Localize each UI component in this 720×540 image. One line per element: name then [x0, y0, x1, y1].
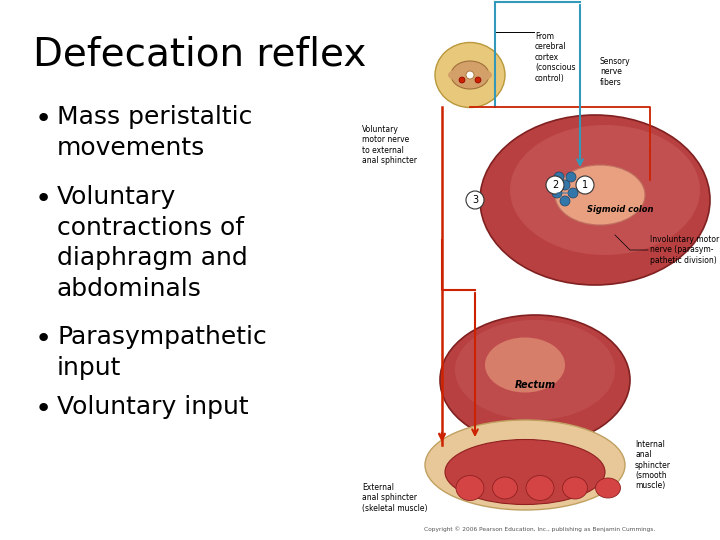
Text: External
anal sphincter
(skeletal muscle): External anal sphincter (skeletal muscle… [362, 483, 428, 513]
Ellipse shape [448, 70, 464, 80]
Ellipse shape [425, 420, 625, 510]
Circle shape [459, 77, 465, 83]
Text: •: • [35, 185, 53, 213]
Text: Sensory
nerve
fibers: Sensory nerve fibers [600, 57, 631, 87]
Ellipse shape [595, 478, 621, 498]
Ellipse shape [456, 476, 484, 501]
Ellipse shape [440, 315, 630, 445]
Text: Involuntary motor
nerve (parasym-
pathetic division): Involuntary motor nerve (parasym- pathet… [650, 235, 719, 265]
Text: •: • [35, 395, 53, 423]
Text: From
cerebral
cortex
(conscious
control): From cerebral cortex (conscious control) [535, 32, 575, 83]
Text: Copyright © 2006 Pearson Education, Inc., publishing as Benjamin Cummings.: Copyright © 2006 Pearson Education, Inc.… [424, 526, 656, 532]
Circle shape [552, 188, 562, 198]
Ellipse shape [526, 476, 554, 501]
Circle shape [560, 196, 570, 206]
Circle shape [576, 176, 594, 194]
Circle shape [568, 188, 578, 198]
Ellipse shape [485, 338, 565, 393]
Ellipse shape [451, 61, 489, 89]
Text: Voluntary
contractions of
diaphragm and
abdominals: Voluntary contractions of diaphragm and … [57, 185, 248, 301]
Circle shape [546, 176, 564, 194]
Circle shape [475, 77, 481, 83]
Text: Rectum: Rectum [514, 380, 556, 390]
Ellipse shape [445, 440, 605, 504]
Ellipse shape [562, 477, 588, 499]
Circle shape [560, 180, 570, 190]
Ellipse shape [555, 165, 645, 225]
Text: 3: 3 [472, 195, 478, 205]
Text: Mass peristaltic
movements: Mass peristaltic movements [57, 105, 253, 160]
Ellipse shape [435, 43, 505, 107]
Ellipse shape [476, 70, 492, 80]
Text: 1: 1 [582, 180, 588, 190]
Circle shape [466, 191, 484, 209]
Text: Voluntary
motor nerve
to external
anal sphincter: Voluntary motor nerve to external anal s… [362, 125, 417, 165]
Circle shape [566, 172, 576, 182]
Text: Parasympathetic
input: Parasympathetic input [57, 325, 266, 380]
Text: Defecation reflex: Defecation reflex [33, 35, 366, 73]
Ellipse shape [510, 125, 700, 255]
Circle shape [554, 172, 564, 182]
Text: •: • [35, 325, 53, 353]
Text: Voluntary input: Voluntary input [57, 395, 248, 419]
Circle shape [466, 71, 474, 79]
Ellipse shape [492, 477, 518, 499]
Text: Internal
anal
sphincter
(smooth
muscle): Internal anal sphincter (smooth muscle) [635, 440, 671, 490]
Text: Sigmoid colon: Sigmoid colon [587, 206, 653, 214]
Ellipse shape [455, 320, 615, 420]
Ellipse shape [480, 115, 710, 285]
Text: •: • [35, 105, 53, 133]
Text: 2: 2 [552, 180, 558, 190]
